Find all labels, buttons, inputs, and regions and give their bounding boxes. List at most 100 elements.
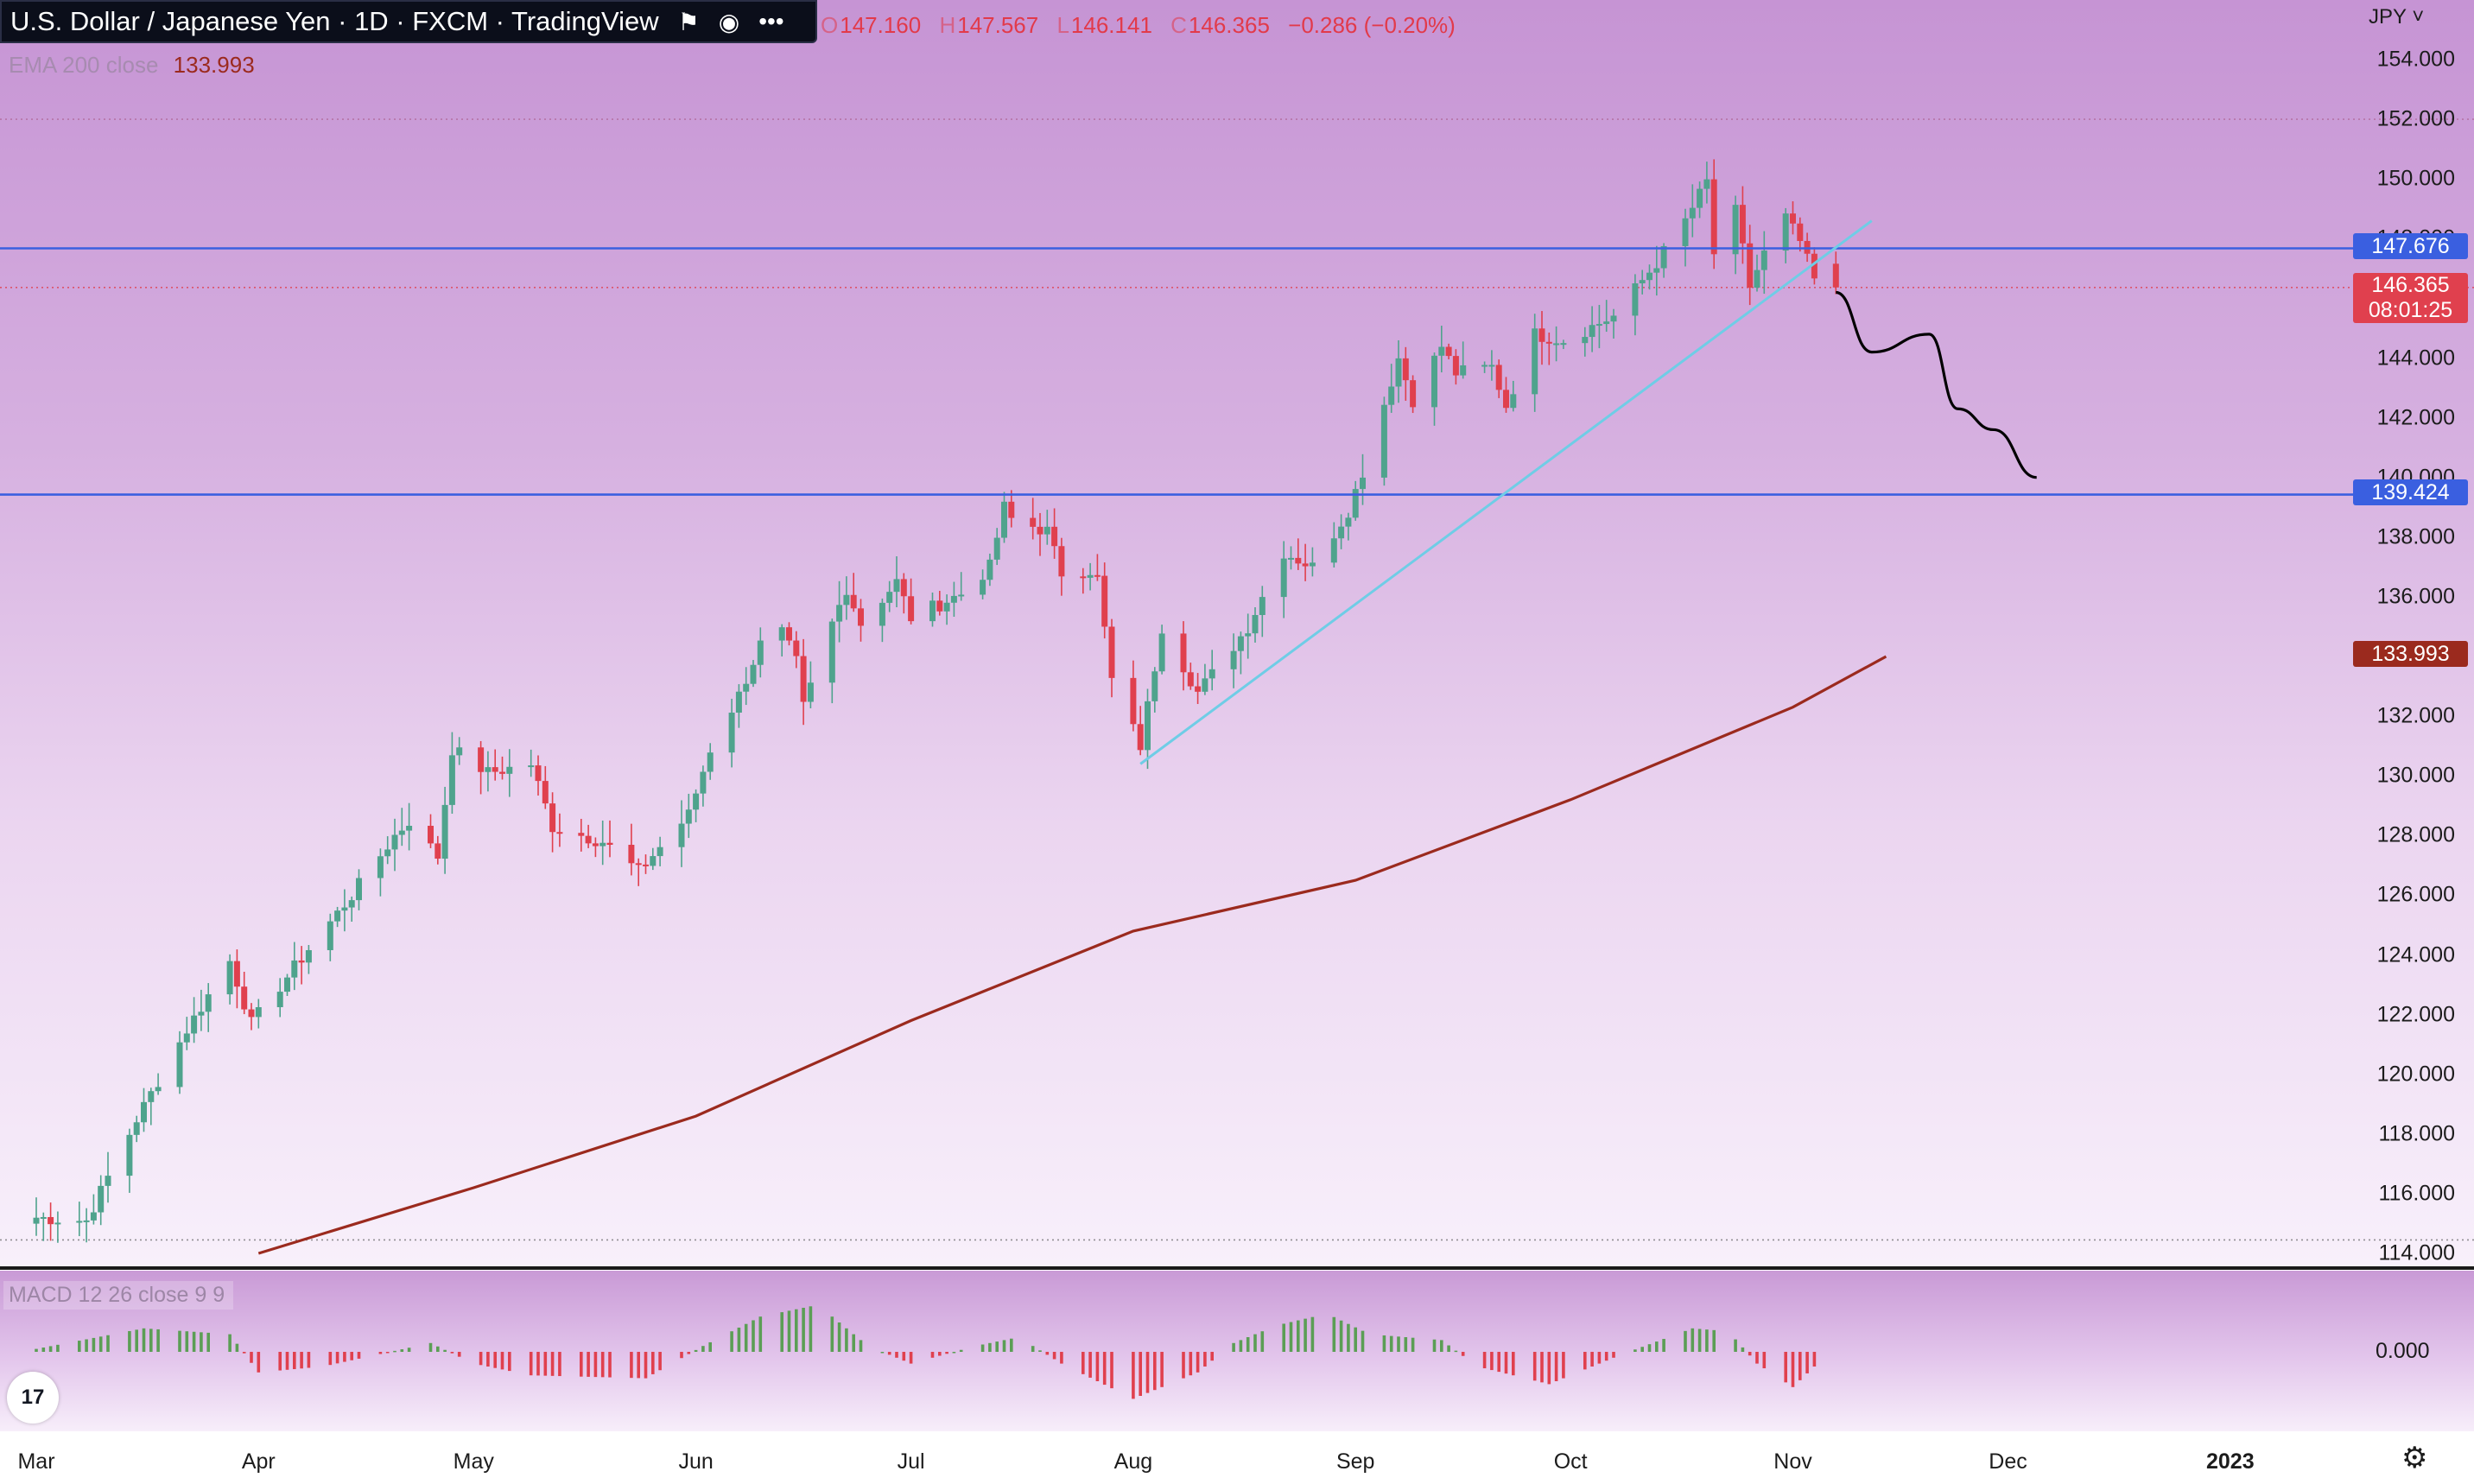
- candle-body: [828, 621, 835, 683]
- candle-body: [1037, 526, 1044, 535]
- candle-body: [1488, 365, 1495, 367]
- macd-bar: [228, 1334, 232, 1352]
- candle-body: [83, 1220, 90, 1222]
- macd-bar: [1389, 1335, 1393, 1352]
- symbol-title[interactable]: U.S. Dollar / Japanese Yen · 1D · FXCM ·…: [10, 6, 659, 36]
- eye-icon[interactable]: ◉: [718, 8, 740, 35]
- tradingview-logo-icon[interactable]: 17: [7, 1372, 59, 1424]
- more-icon[interactable]: •••: [758, 8, 784, 35]
- candle-body: [485, 767, 492, 772]
- candle-body: [735, 691, 742, 713]
- candle-body: [1481, 365, 1488, 367]
- macd-bar: [1791, 1352, 1795, 1387]
- macd-bar: [608, 1352, 612, 1378]
- macd-bar: [730, 1331, 733, 1352]
- macd-bar: [98, 1336, 103, 1352]
- macd-bar: [651, 1352, 655, 1374]
- candle-body: [478, 747, 485, 772]
- macd-bar: [1741, 1347, 1745, 1352]
- macd-bar: [479, 1352, 483, 1366]
- ema-200-line: [257, 655, 1887, 1255]
- price-chart-svg[interactable]: [0, 0, 2474, 1268]
- macd-chart-svg[interactable]: [0, 1271, 2474, 1431]
- macd-bar: [35, 1348, 38, 1352]
- macd-bar: [880, 1352, 885, 1354]
- price-axis-label: 118.000: [2378, 1121, 2455, 1146]
- high-value: 147.567: [957, 12, 1039, 38]
- macd-bar: [1182, 1352, 1185, 1379]
- macd-bar: [106, 1335, 110, 1352]
- time-axis-label: Dec: [1989, 1449, 2027, 1474]
- candle-body: [850, 594, 857, 609]
- macd-bar: [558, 1352, 561, 1377]
- macd-bar: [852, 1334, 855, 1352]
- symbol-header[interactable]: U.S. Dollar / Japanese Yen · 1D · FXCM ·…: [0, 0, 817, 43]
- macd-bar: [1512, 1352, 1515, 1376]
- time-axis-label: Nov: [1773, 1449, 1812, 1474]
- macd-bar: [1633, 1349, 1637, 1352]
- candle-body: [1008, 501, 1015, 518]
- macd-bar: [443, 1349, 447, 1352]
- candle-body: [1345, 517, 1352, 527]
- candle-body: [305, 949, 312, 963]
- candle-body: [391, 834, 398, 850]
- candle-body: [1388, 386, 1395, 405]
- macd-bar: [307, 1352, 311, 1368]
- macd-bar: [1031, 1346, 1035, 1352]
- candle-body: [1380, 404, 1387, 478]
- candle-body: [276, 992, 283, 1007]
- candle-body: [1589, 325, 1595, 338]
- macd-bar: [486, 1352, 490, 1367]
- gear-icon[interactable]: ⚙: [2401, 1442, 2428, 1474]
- macd-bar: [450, 1352, 454, 1354]
- price-axis-label: 144.000: [2376, 346, 2455, 370]
- price-pane[interactable]: [0, 0, 2474, 1268]
- currency-selector[interactable]: JPY ˅: [2369, 5, 2425, 29]
- candle-body: [1295, 557, 1302, 564]
- macd-bar: [887, 1352, 891, 1355]
- candle-body: [356, 878, 362, 901]
- macd-bar: [593, 1352, 598, 1378]
- time-axis-label: Jul: [897, 1449, 925, 1474]
- currency-label: JPY: [2369, 5, 2407, 29]
- candle-body: [435, 843, 441, 859]
- macd-bar: [737, 1327, 741, 1352]
- macd-bar: [1232, 1342, 1235, 1352]
- ema-price-tag: 133.993: [2353, 641, 2468, 667]
- candle-body: [1682, 218, 1689, 246]
- flag-icon[interactable]: ⚑: [677, 8, 700, 35]
- macd-bar: [1246, 1337, 1250, 1352]
- macd-bar: [1597, 1352, 1602, 1364]
- macd-bar: [1562, 1352, 1565, 1379]
- macd-bar: [1088, 1352, 1092, 1378]
- candle-body: [678, 823, 685, 847]
- candle-body: [1495, 365, 1502, 390]
- candle-body: [936, 600, 943, 612]
- resistance-price-tag: 147.676: [2353, 233, 2468, 259]
- candle-body: [556, 832, 563, 834]
- macd-bar: [1447, 1345, 1450, 1352]
- macd-pane[interactable]: [0, 1271, 2474, 1431]
- price-axis-label: 114.000: [2378, 1240, 2455, 1265]
- macd-legend[interactable]: MACD 12 26 close 9 9: [3, 1281, 234, 1310]
- candles-group: [33, 159, 1839, 1243]
- time-axis[interactable]: [0, 1431, 2474, 1484]
- candle-body: [958, 594, 965, 597]
- macd-bar: [1655, 1341, 1659, 1352]
- price-axis-label: 152.000: [2376, 106, 2455, 131]
- candle-body: [1094, 574, 1101, 577]
- candle-body: [1632, 283, 1639, 316]
- candle-body: [90, 1212, 97, 1221]
- pane-separator[interactable]: [0, 1266, 2474, 1270]
- candle-body: [578, 833, 585, 836]
- candle-body: [198, 1012, 205, 1016]
- macd-bar: [200, 1332, 203, 1352]
- ema-legend[interactable]: EMA 200 close 133.993: [9, 52, 255, 79]
- candle-body: [98, 1185, 105, 1213]
- candle-body: [499, 771, 505, 774]
- macd-bar: [1461, 1352, 1465, 1356]
- price-axis-label: 128.000: [2376, 822, 2455, 847]
- candle-body: [448, 755, 455, 805]
- candle-body: [298, 960, 305, 963]
- candle-body: [105, 1176, 111, 1186]
